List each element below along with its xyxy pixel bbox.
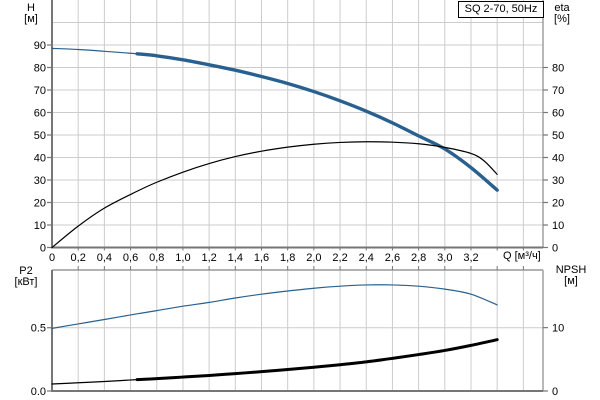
svg-text:70: 70 [34, 85, 46, 97]
svg-text:0: 0 [552, 386, 558, 398]
svg-text:20: 20 [34, 198, 46, 210]
power-axis-unit: [кВт] [14, 276, 38, 288]
svg-text:3,0: 3,0 [437, 252, 452, 264]
svg-text:20: 20 [552, 198, 564, 210]
head-axis-unit: [м] [24, 13, 38, 25]
svg-text:60: 60 [34, 108, 46, 120]
pump-model-badge: SQ 2-70, 50Hz [458, 1, 544, 18]
svg-text:0: 0 [49, 252, 55, 264]
svg-text:40: 40 [34, 153, 46, 165]
npsh-axis-label: NPSH [м] [551, 265, 591, 287]
svg-text:80: 80 [552, 63, 564, 75]
eta-axis-label: eta [%] [548, 3, 576, 25]
power-axis-label: P2 [кВт] [10, 266, 42, 288]
svg-text:0.0: 0.0 [31, 386, 46, 398]
svg-text:1,8: 1,8 [280, 252, 295, 264]
head-axis-name: H [27, 2, 35, 14]
npsh-axis-name: NPSH [555, 264, 587, 276]
svg-text:0,4: 0,4 [97, 252, 112, 264]
svg-text:40: 40 [552, 153, 564, 165]
svg-text:0: 0 [40, 243, 46, 255]
svg-text:80: 80 [34, 63, 46, 75]
svg-text:1,0: 1,0 [175, 252, 190, 264]
flow-axis-label: Q [м³/ч] [503, 250, 541, 262]
svg-text:1,4: 1,4 [228, 252, 243, 264]
svg-text:10: 10 [552, 323, 564, 335]
svg-text:30: 30 [34, 175, 46, 187]
svg-text:2,2: 2,2 [332, 252, 347, 264]
svg-text:0,2: 0,2 [71, 252, 86, 264]
svg-text:2,8: 2,8 [411, 252, 426, 264]
svg-text:0,8: 0,8 [149, 252, 164, 264]
svg-text:0: 0 [552, 243, 558, 255]
pump-model-label: SQ 2-70, 50Hz [464, 3, 538, 15]
svg-text:50: 50 [34, 130, 46, 142]
npsh-axis-unit: [м] [564, 275, 578, 287]
svg-text:50: 50 [552, 130, 564, 142]
svg-text:70: 70 [552, 85, 564, 97]
eta-axis-unit: [%] [554, 13, 570, 25]
svg-text:10: 10 [552, 220, 564, 232]
svg-text:1,6: 1,6 [254, 252, 269, 264]
svg-text:2,0: 2,0 [306, 252, 321, 264]
svg-text:3,2: 3,2 [463, 252, 478, 264]
svg-text:1,2: 1,2 [201, 252, 216, 264]
svg-text:2,6: 2,6 [385, 252, 400, 264]
svg-text:0,6: 0,6 [123, 252, 138, 264]
svg-text:90: 90 [34, 40, 46, 52]
svg-text:30: 30 [552, 175, 564, 187]
svg-text:0.5: 0.5 [31, 323, 46, 335]
svg-text:2,4: 2,4 [359, 252, 374, 264]
eta-axis-name: eta [554, 2, 570, 14]
head-axis-label: H [м] [20, 3, 42, 25]
svg-text:60: 60 [552, 108, 564, 120]
power-axis-name: P2 [19, 265, 33, 277]
svg-text:10: 10 [34, 220, 46, 232]
